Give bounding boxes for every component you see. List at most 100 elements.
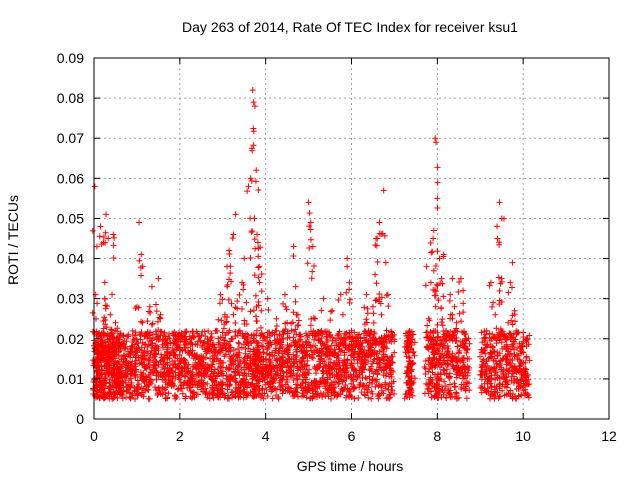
data-point [191,377,198,384]
data-point [434,321,441,328]
data-point [119,378,126,385]
data-point [495,274,502,281]
data-point [149,320,156,327]
data-point [109,291,116,298]
data-point [142,373,149,380]
data-point [91,183,98,190]
data-point [228,335,235,342]
data-point [205,345,212,352]
data-point [162,389,169,396]
data-point [147,350,154,357]
data-point [138,251,145,258]
data-point [103,303,110,310]
data-point [231,369,238,376]
data-point [138,329,145,336]
data-point [346,296,353,303]
data-point [100,330,107,337]
data-point [428,249,435,256]
data-point [254,231,261,238]
data-point [265,307,272,314]
data-point [307,226,314,233]
data-point [363,291,370,298]
data-point [326,370,333,377]
data-point [108,362,115,369]
data-point [189,363,196,370]
data-point [175,342,182,349]
data-point [422,282,429,289]
data-point [187,375,194,382]
data-point [318,307,325,314]
axis-ticks: 0 0.01 0.02 0.03 0.04 0.05 0.06 0.07 0.08 0.09 0 2 4… [57,50,617,444]
data-point [202,333,209,340]
data-point [232,320,239,327]
data-point [451,380,458,387]
data-point [206,395,213,402]
data-point [307,219,314,226]
data-point [182,364,189,371]
data-point [114,328,121,335]
data-point [132,372,139,379]
data-point [160,332,167,339]
data-point [438,304,445,311]
data-point [520,329,527,336]
data-point [157,315,164,322]
data-point [91,360,98,367]
data-point [131,341,138,348]
data-point [154,391,161,398]
data-point [107,386,114,393]
data-point [247,175,254,182]
data-point [247,255,254,262]
data-point [227,270,234,277]
data-point [119,395,126,402]
data-point [217,291,224,298]
data-point [438,319,445,326]
data-point [486,282,493,289]
data-point [185,380,192,387]
data-point [215,335,222,342]
data-point [191,333,198,340]
data-point [97,223,104,230]
data-point [505,289,512,296]
data-point [355,395,362,402]
data-point [101,295,108,302]
data-point [411,339,418,346]
data-point [93,243,100,250]
data-point [146,308,153,315]
data-point [446,297,453,304]
data-point [227,263,234,270]
data-point [190,389,197,396]
data-point [308,315,315,322]
data-point [344,255,351,262]
data-point [102,239,109,246]
data-point [194,341,201,348]
data-point [96,233,103,240]
data-point [248,229,255,236]
data-point [103,211,110,218]
data-point [455,349,462,356]
data-point [463,395,470,402]
data-point [230,311,237,318]
data-point [124,383,131,390]
data-point [466,387,473,394]
data-point [306,210,313,217]
data-point [343,289,350,296]
data-point [102,302,109,309]
data-point [258,307,265,314]
data-point [434,179,441,186]
data-point [229,235,236,242]
data-point [250,125,257,132]
data-point [236,291,243,298]
data-point [452,389,459,396]
data-point [257,324,264,331]
data-point [243,299,250,306]
data-point [306,223,313,230]
data-point [116,367,123,374]
x-tick-label: 4 [262,428,270,444]
data-point [245,183,252,190]
data-point [134,340,141,347]
data-point [209,355,216,362]
data-point [143,365,150,372]
data-point [255,187,262,194]
data-point [496,199,503,206]
data-point [509,259,516,266]
